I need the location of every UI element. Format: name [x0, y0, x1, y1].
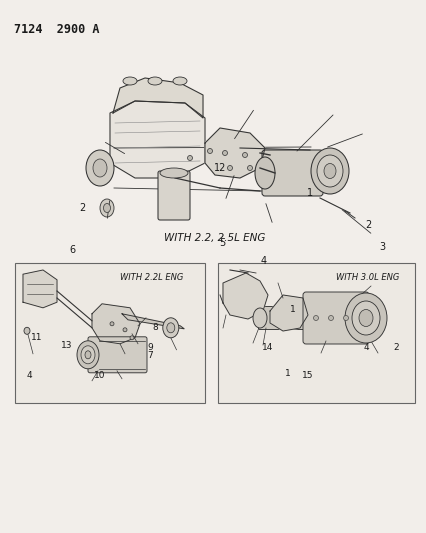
Text: 5: 5: [219, 238, 225, 248]
Polygon shape: [92, 304, 140, 344]
Text: 2: 2: [392, 343, 398, 351]
Ellipse shape: [242, 152, 247, 157]
Ellipse shape: [24, 327, 30, 334]
Text: WITH 2.2L ENG: WITH 2.2L ENG: [120, 273, 183, 282]
Ellipse shape: [100, 199, 114, 217]
Bar: [15, 263, 204, 403]
Text: 1: 1: [289, 305, 295, 314]
FancyBboxPatch shape: [302, 292, 368, 344]
Ellipse shape: [110, 322, 114, 326]
Polygon shape: [110, 101, 204, 178]
Text: WITH 3.0L ENG: WITH 3.0L ENG: [335, 273, 398, 282]
Ellipse shape: [123, 328, 127, 332]
Text: 7: 7: [147, 351, 153, 359]
Text: 14: 14: [262, 343, 273, 352]
Ellipse shape: [93, 159, 107, 177]
Ellipse shape: [310, 148, 348, 194]
FancyBboxPatch shape: [88, 337, 147, 373]
Ellipse shape: [253, 308, 266, 328]
Bar: [218, 263, 414, 403]
Text: 12: 12: [213, 163, 226, 173]
Ellipse shape: [103, 204, 110, 213]
Ellipse shape: [81, 346, 95, 364]
Ellipse shape: [162, 318, 178, 338]
Ellipse shape: [227, 166, 232, 171]
Ellipse shape: [187, 156, 192, 160]
Text: 1: 1: [306, 188, 312, 198]
Ellipse shape: [247, 166, 252, 171]
Text: 4: 4: [260, 256, 266, 266]
Text: 2: 2: [79, 203, 85, 213]
Ellipse shape: [207, 149, 212, 154]
Ellipse shape: [254, 157, 274, 189]
Text: 1: 1: [285, 368, 290, 377]
Text: 3: 3: [369, 303, 375, 312]
Text: WITH 2.2, 2.5L ENG: WITH 2.2, 2.5L ENG: [164, 233, 265, 243]
Ellipse shape: [173, 77, 187, 85]
Text: 2: 2: [364, 220, 370, 230]
Ellipse shape: [160, 168, 187, 178]
Polygon shape: [122, 314, 184, 329]
Ellipse shape: [343, 316, 348, 320]
FancyBboxPatch shape: [262, 150, 322, 196]
Text: 15: 15: [302, 370, 313, 379]
Polygon shape: [204, 128, 265, 178]
Ellipse shape: [344, 293, 386, 343]
Ellipse shape: [351, 301, 379, 335]
Ellipse shape: [148, 77, 161, 85]
Text: 4: 4: [363, 343, 368, 352]
Ellipse shape: [130, 336, 134, 340]
Text: 13: 13: [61, 341, 72, 350]
Polygon shape: [23, 270, 57, 308]
Ellipse shape: [123, 77, 137, 85]
Ellipse shape: [323, 164, 335, 179]
Ellipse shape: [86, 150, 114, 186]
FancyBboxPatch shape: [258, 306, 306, 329]
Ellipse shape: [358, 310, 372, 327]
Text: 3: 3: [378, 242, 384, 252]
Text: 7124  2900 A: 7124 2900 A: [14, 23, 99, 36]
Text: 11: 11: [31, 334, 43, 343]
Ellipse shape: [316, 155, 342, 187]
Text: 6: 6: [69, 245, 75, 255]
Ellipse shape: [222, 150, 227, 156]
Text: 10: 10: [94, 370, 106, 379]
FancyBboxPatch shape: [158, 171, 190, 220]
Polygon shape: [269, 295, 307, 331]
Ellipse shape: [328, 316, 333, 320]
Text: 4: 4: [26, 372, 32, 381]
Text: 9: 9: [147, 343, 153, 352]
Text: 8: 8: [152, 324, 158, 333]
Ellipse shape: [167, 323, 174, 333]
Polygon shape: [113, 78, 202, 118]
Ellipse shape: [85, 351, 91, 359]
Ellipse shape: [77, 341, 99, 369]
Polygon shape: [222, 273, 268, 319]
Ellipse shape: [313, 316, 318, 320]
